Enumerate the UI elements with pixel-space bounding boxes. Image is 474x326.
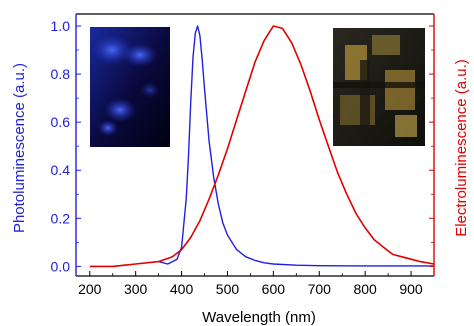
y-tick-label-left: 0.4 — [51, 162, 71, 178]
y-axis-title-right: Electroluminescence (a.u.) — [453, 59, 470, 237]
y-tick-label-left: 0.6 — [51, 114, 71, 130]
y-tick-label-left: 0.2 — [51, 210, 71, 226]
x-tick-label: 900 — [399, 281, 423, 297]
plot-layer — [89, 25, 435, 268]
y-axis-title-left: Photoluminescence (a.u.) — [11, 63, 28, 233]
el-photo-inset — [333, 28, 425, 146]
x-tick-label: 800 — [353, 281, 377, 297]
x-tick-label: 300 — [124, 281, 148, 297]
photoluminescence-line — [158, 25, 434, 267]
y-tick-label-left: 0.0 — [51, 258, 71, 274]
x-tick-label: 400 — [170, 281, 194, 297]
x-axis-title: Wavelength (nm) — [202, 309, 316, 326]
axes-layer: 200 300 400 500 600 700 800 900 0.0 0.2 0.4 0.6 0.8 1… — [51, 13, 435, 297]
x-tick-label: 200 — [78, 281, 102, 297]
pl-photo-inset — [90, 27, 170, 147]
electroluminescence-line — [89, 25, 435, 268]
x-tick-label: 600 — [262, 281, 286, 297]
y-tick-label-left: 0.8 — [51, 66, 71, 82]
x-tick-label: 700 — [308, 281, 332, 297]
x-tick-label: 500 — [216, 281, 240, 297]
y-tick-label-left: 1.0 — [51, 18, 71, 34]
